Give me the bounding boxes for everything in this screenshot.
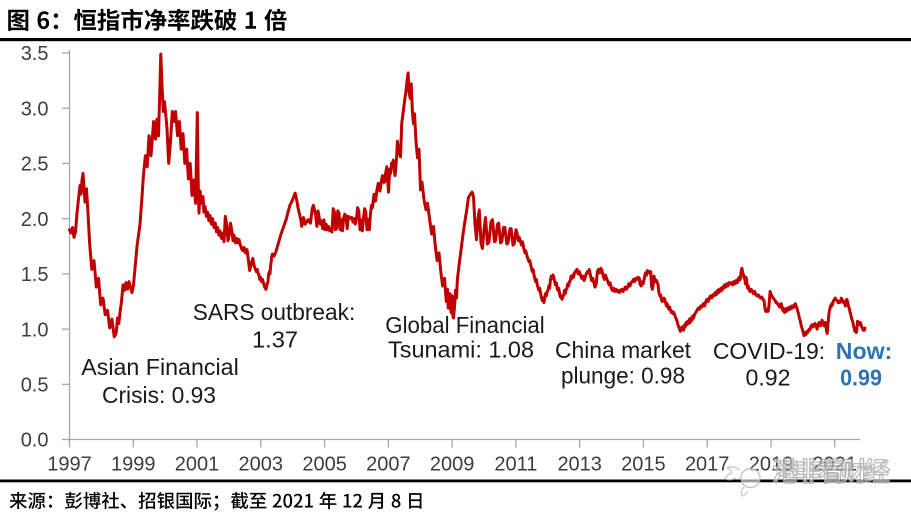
svg-text:0.5: 0.5 bbox=[21, 375, 49, 397]
svg-text:2009: 2009 bbox=[430, 454, 475, 476]
svg-text:Global Financial: Global Financial bbox=[385, 312, 544, 338]
svg-text:2.0: 2.0 bbox=[21, 209, 49, 231]
svg-text:1.5: 1.5 bbox=[21, 264, 49, 286]
svg-text:2007: 2007 bbox=[366, 454, 411, 476]
svg-text:Asian Financial: Asian Financial bbox=[81, 354, 238, 380]
svg-text:2003: 2003 bbox=[239, 454, 284, 476]
svg-text:3.0: 3.0 bbox=[21, 98, 49, 120]
svg-text:Now:: Now: bbox=[836, 338, 893, 364]
svg-text:plunge: 0.98: plunge: 0.98 bbox=[561, 363, 685, 389]
svg-text:SARS outbreak:: SARS outbreak: bbox=[193, 299, 356, 325]
svg-text:0.99: 0.99 bbox=[840, 365, 882, 391]
svg-text:Tsunami: 1.08: Tsunami: 1.08 bbox=[388, 337, 534, 363]
svg-text:2013: 2013 bbox=[557, 454, 602, 476]
svg-text:1999: 1999 bbox=[111, 454, 156, 476]
svg-text:2017: 2017 bbox=[685, 454, 730, 476]
svg-text:0.92: 0.92 bbox=[746, 365, 791, 391]
svg-text:1.37: 1.37 bbox=[252, 327, 298, 353]
svg-text:2005: 2005 bbox=[302, 454, 347, 476]
svg-text:China market: China market bbox=[555, 337, 692, 363]
svg-text:Crisis: 0.93: Crisis: 0.93 bbox=[102, 382, 216, 408]
svg-text:0.0: 0.0 bbox=[21, 430, 49, 452]
svg-text:2011: 2011 bbox=[494, 454, 537, 476]
svg-text:2.5: 2.5 bbox=[21, 154, 49, 176]
svg-text:2001: 2001 bbox=[175, 454, 220, 476]
svg-text:3.5: 3.5 bbox=[21, 43, 49, 65]
svg-text:1.0: 1.0 bbox=[21, 319, 49, 341]
svg-text:COVID-19:: COVID-19: bbox=[713, 338, 825, 364]
svg-text:1997: 1997 bbox=[47, 454, 92, 476]
svg-text:2015: 2015 bbox=[621, 454, 666, 476]
